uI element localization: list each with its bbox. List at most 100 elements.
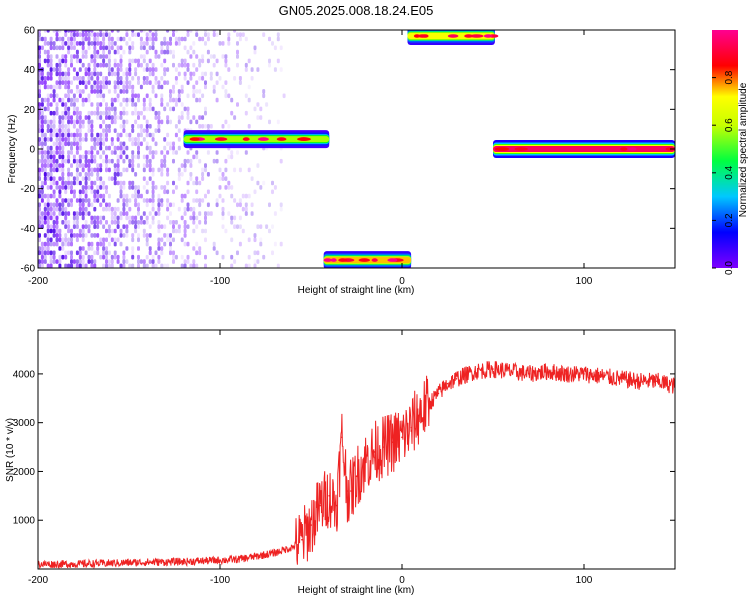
heatmap-cell xyxy=(105,228,108,234)
heatmap-cell xyxy=(119,45,123,51)
heatmap-cell xyxy=(113,119,117,125)
heatmap-cell xyxy=(169,49,172,55)
heatmap-cell xyxy=(166,233,170,238)
heatmap-cell xyxy=(122,119,126,125)
heatmap-cell xyxy=(177,145,181,151)
heatmap-cell xyxy=(163,189,167,195)
heatmap-cell xyxy=(204,228,207,234)
heatmap-cell xyxy=(148,211,152,216)
heatmap-cell xyxy=(174,254,178,260)
heatmap-cell xyxy=(273,45,277,51)
heatmap-cell xyxy=(122,180,126,186)
heatmap-cell xyxy=(64,180,68,186)
heatmap-cell xyxy=(183,193,187,199)
heatmap-cell xyxy=(38,80,41,85)
heatmap-cell xyxy=(137,115,140,120)
heatmap-cell xyxy=(276,36,280,42)
heatmap-cell xyxy=(256,259,260,264)
heatmap-cell xyxy=(64,254,68,260)
heatmap-cell xyxy=(70,254,73,260)
heatmap-cell xyxy=(78,163,82,168)
spectrogram-xlabel: Height of straight line (km) xyxy=(298,285,415,296)
heatmap-cell xyxy=(256,180,260,186)
heatmap-cell xyxy=(87,119,91,125)
heatmap-cell xyxy=(78,180,82,186)
heatmap-cell xyxy=(221,54,225,59)
heatmap-cell xyxy=(206,189,210,195)
heatmap-cell xyxy=(107,158,111,164)
heatmap-cell xyxy=(177,224,181,229)
heatmap-cell xyxy=(157,119,161,125)
heatmap-cell xyxy=(72,54,76,59)
heatmap-cell xyxy=(204,80,207,85)
heatmap-cell xyxy=(96,163,100,168)
heatmap-cell xyxy=(134,224,138,229)
heatmap-cell xyxy=(105,220,108,225)
heatmap-cell xyxy=(137,124,140,129)
heatmap-cell xyxy=(163,137,167,142)
heatmap-cell xyxy=(116,158,120,164)
heatmap-cell xyxy=(64,220,68,225)
heatmap-cell xyxy=(198,220,202,225)
heatmap-cell xyxy=(186,106,190,112)
snr-point xyxy=(237,558,239,560)
heatmap-cell xyxy=(105,259,108,264)
heatmap-cell xyxy=(183,45,187,51)
heatmap-cell xyxy=(61,145,65,151)
heatmap-cell xyxy=(204,41,207,46)
heatmap-cell xyxy=(142,41,146,46)
heatmap-cell xyxy=(81,263,85,268)
heatmap-cell xyxy=(110,206,114,212)
heatmap-cell xyxy=(259,106,263,112)
heatmap-hotspot xyxy=(297,137,311,141)
heatmap-cell xyxy=(142,115,146,120)
heatmap-cell xyxy=(46,237,50,243)
heatmap-cell xyxy=(148,45,152,51)
heatmap-cell xyxy=(72,233,76,238)
heatmap-cell xyxy=(198,246,202,251)
heatmap-cell xyxy=(142,263,146,268)
snr-point xyxy=(583,373,585,375)
heatmap-cell xyxy=(102,54,106,59)
heatmap-cell xyxy=(183,36,187,42)
heatmap-cell xyxy=(46,246,50,251)
heatmap-cell xyxy=(43,106,47,112)
heatmap-cell xyxy=(186,241,190,247)
heatmap-hotspot xyxy=(338,258,348,262)
heatmap-cell xyxy=(87,62,91,68)
heatmap-cell xyxy=(224,158,228,164)
heatmap-cell xyxy=(72,124,76,129)
heatmap-cell xyxy=(58,193,62,199)
heatmap-cell xyxy=(186,224,190,229)
heatmap-cell xyxy=(195,241,199,247)
heatmap-cell xyxy=(67,237,71,243)
heatmap-cell xyxy=(78,93,82,99)
heatmap-cell xyxy=(90,137,94,142)
heatmap-cell xyxy=(90,89,94,94)
heatmap-cell xyxy=(174,185,178,190)
heatmap-cell xyxy=(145,49,149,55)
heatmap-cell xyxy=(102,215,106,221)
heatmap-cell xyxy=(70,54,73,59)
heatmap-cell xyxy=(134,93,138,99)
heatmap-cell xyxy=(192,220,196,225)
heatmap-cell xyxy=(137,224,140,229)
heatmap-cell xyxy=(157,110,161,116)
heatmap-cell xyxy=(75,176,79,181)
heatmap-cell xyxy=(183,76,187,81)
heatmap-cell xyxy=(52,89,56,94)
heatmap-cell xyxy=(151,180,155,186)
heatmap-cell xyxy=(107,32,111,37)
heatmap-cell xyxy=(131,263,135,268)
heatmap-cell xyxy=(75,167,79,173)
heatmap-cell xyxy=(145,237,149,243)
heatmap-cell xyxy=(154,36,158,42)
heatmap-cell xyxy=(38,158,41,164)
heatmap-cell xyxy=(192,71,196,77)
heatmap-cell xyxy=(52,176,56,181)
heatmap-cell xyxy=(157,202,161,208)
snr-point xyxy=(546,370,549,373)
heatmap-cell xyxy=(128,36,132,42)
heatmap-cell xyxy=(180,84,184,90)
heatmap-cell xyxy=(87,259,91,264)
